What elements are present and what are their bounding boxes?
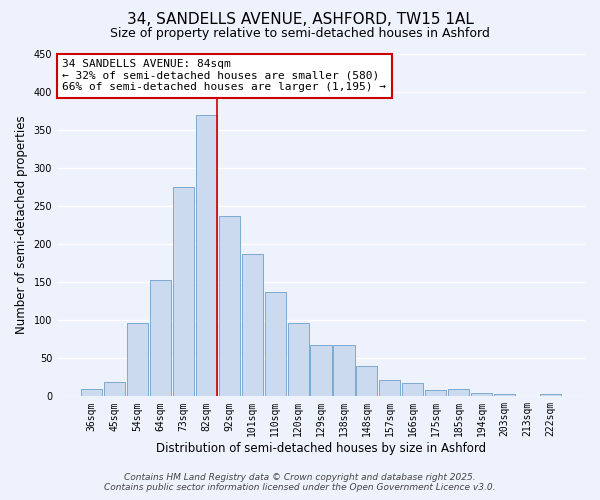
Bar xyxy=(379,380,400,396)
Bar xyxy=(310,344,332,397)
Y-axis label: Number of semi-detached properties: Number of semi-detached properties xyxy=(15,116,28,334)
Bar xyxy=(287,324,308,396)
Bar xyxy=(265,292,286,397)
Bar xyxy=(104,382,125,396)
Bar xyxy=(356,366,377,396)
Text: Contains HM Land Registry data © Crown copyright and database right 2025.
Contai: Contains HM Land Registry data © Crown c… xyxy=(104,473,496,492)
Bar xyxy=(448,388,469,396)
Text: Size of property relative to semi-detached houses in Ashford: Size of property relative to semi-detach… xyxy=(110,28,490,40)
X-axis label: Distribution of semi-detached houses by size in Ashford: Distribution of semi-detached houses by … xyxy=(156,442,486,455)
Bar xyxy=(173,187,194,396)
Bar xyxy=(150,280,171,396)
Bar xyxy=(196,115,217,396)
Bar xyxy=(425,390,446,396)
Bar xyxy=(127,322,148,396)
Bar xyxy=(540,394,561,396)
Text: 34, SANDELLS AVENUE, ASHFORD, TW15 1AL: 34, SANDELLS AVENUE, ASHFORD, TW15 1AL xyxy=(127,12,473,28)
Text: 34 SANDELLS AVENUE: 84sqm
← 32% of semi-detached houses are smaller (580)
66% of: 34 SANDELLS AVENUE: 84sqm ← 32% of semi-… xyxy=(62,59,386,92)
Bar xyxy=(218,216,240,396)
Bar xyxy=(242,254,263,396)
Bar xyxy=(81,390,102,396)
Bar xyxy=(334,346,355,397)
Bar xyxy=(402,384,424,396)
Bar xyxy=(494,394,515,396)
Bar xyxy=(471,392,492,396)
